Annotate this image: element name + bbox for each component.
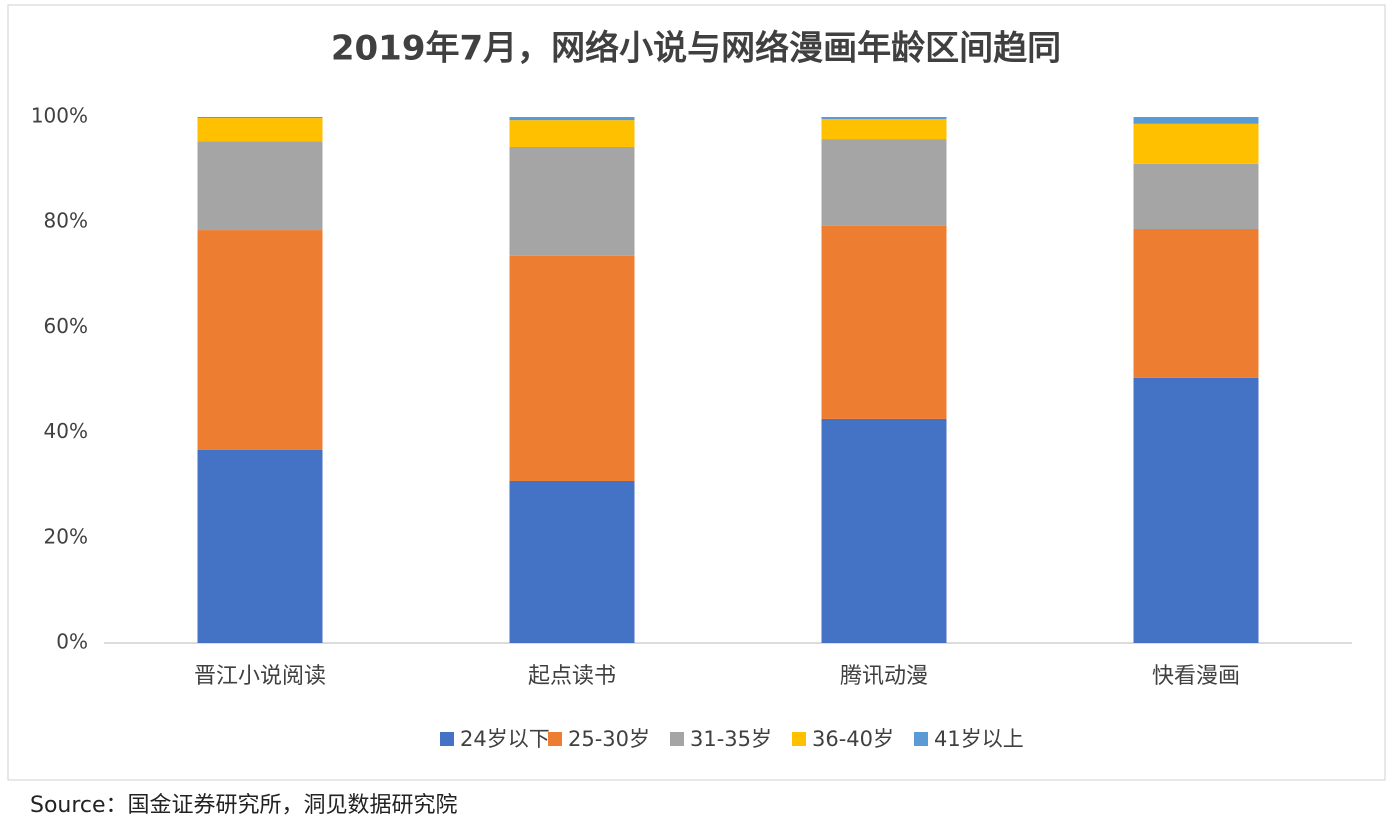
legend-swatch	[548, 732, 562, 746]
legend-label: 36-40岁	[812, 727, 894, 751]
legend-swatch	[792, 732, 806, 746]
bar-segment	[509, 120, 635, 147]
y-tick-label: 0%	[56, 630, 88, 654]
x-tick-label: 快看漫画	[1152, 664, 1240, 689]
bar-segment	[821, 139, 947, 226]
bar-segment	[509, 117, 635, 121]
chart-title: 2019年7月，网络小说与网络漫画年龄区间趋同	[331, 29, 1061, 69]
legend-swatch	[914, 732, 928, 746]
bar-segment	[821, 119, 947, 140]
bar-segment	[821, 225, 947, 419]
y-tick-label: 60%	[44, 314, 88, 338]
bar-segment	[509, 146, 635, 256]
bar-segment	[197, 449, 323, 643]
legend-label: 31-35岁	[690, 727, 772, 751]
bar-segment	[1133, 377, 1259, 643]
x-tick-label: 晋江小说阅读	[194, 664, 326, 689]
legend-label: 41岁以上	[934, 727, 1024, 751]
bar-segment	[509, 255, 635, 481]
bar-segment	[1133, 229, 1259, 378]
bar-segment	[1133, 123, 1259, 164]
bar-segment	[197, 141, 323, 231]
legend-swatch	[440, 732, 454, 746]
bar-segment	[197, 230, 323, 450]
bar-segment	[821, 117, 947, 120]
legend-label: 25-30岁	[568, 727, 650, 751]
y-tick-label: 20%	[44, 524, 88, 548]
y-tick-label: 100%	[31, 104, 88, 128]
bar-segment	[1133, 117, 1259, 124]
y-tick-label: 80%	[44, 209, 88, 233]
legend-label: 24岁以下	[460, 727, 550, 751]
y-tick-label: 40%	[44, 419, 88, 443]
bar-segment	[509, 480, 635, 643]
source-note: Source：国金证券研究所，洞见数据研究院	[30, 793, 458, 818]
bar-segment	[197, 118, 323, 142]
bar-segment	[821, 418, 947, 643]
legend-swatch	[670, 732, 684, 746]
bar-segment	[1133, 163, 1259, 230]
x-tick-label: 起点读书	[528, 664, 616, 689]
bar-segment	[197, 117, 323, 119]
x-tick-label: 腾讯动漫	[840, 664, 928, 689]
